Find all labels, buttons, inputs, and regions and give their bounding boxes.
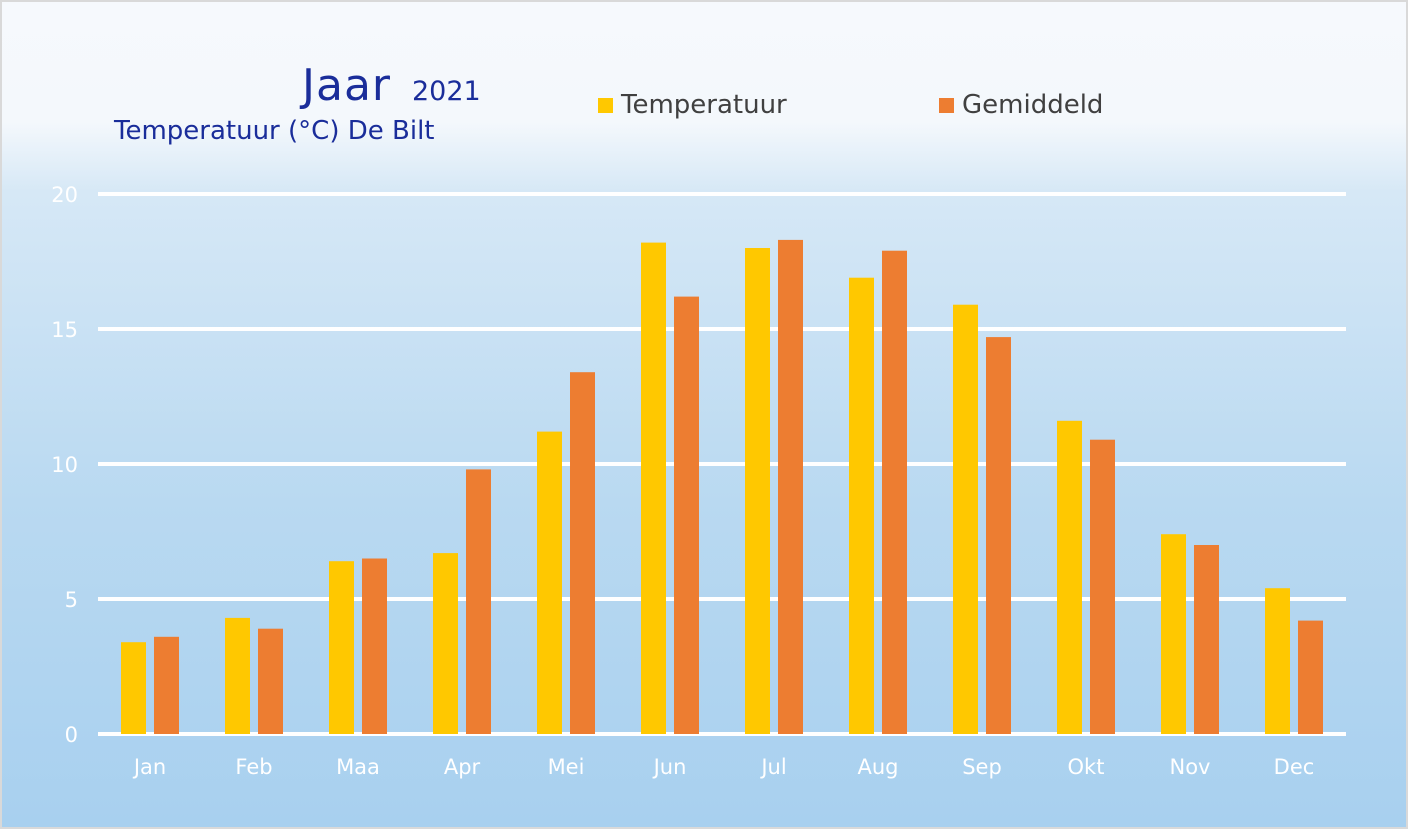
bar-gemiddeld-apr: [466, 469, 491, 734]
legend-item-gemiddeld: Gemiddeld: [939, 90, 1103, 120]
bar-temperatuur-maa: [329, 561, 354, 734]
bar-gemiddeld-jan: [154, 636, 179, 734]
bar-gemiddeld-maa: [362, 558, 387, 734]
y-tick-label: 15: [51, 318, 78, 342]
bar-temperatuur-mei: [537, 431, 562, 734]
chart-year: 2021: [412, 76, 481, 107]
legend-swatch-temperatuur: [598, 97, 613, 113]
x-tick-label: Sep: [962, 755, 1002, 779]
legend-label-gemiddeld: Gemiddeld: [962, 90, 1104, 120]
bar-temperatuur-sep: [953, 304, 978, 734]
bar-gemiddeld-aug: [882, 250, 907, 734]
chart-subtitle: Temperatuur (°C) De Bilt: [114, 116, 435, 146]
x-tick-label: Mei: [548, 755, 585, 779]
bar-gemiddeld-jul: [778, 239, 803, 734]
bar-temperatuur-dec: [1265, 588, 1290, 734]
x-tick-label: Nov: [1170, 755, 1211, 779]
x-tick-label: Feb: [235, 755, 272, 779]
x-tick-label: Apr: [444, 755, 481, 779]
bar-gemiddeld-okt: [1090, 439, 1115, 734]
bar-temperatuur-feb: [225, 617, 250, 734]
bar-temperatuur-aug: [849, 277, 874, 734]
bar-temperatuur-jan: [121, 642, 146, 734]
bar-temperatuur-jul: [745, 248, 770, 734]
legend-label-temperatuur: Temperatuur: [621, 90, 787, 120]
y-tick-label: 0: [65, 723, 78, 747]
x-tick-label: Okt: [1068, 755, 1105, 779]
y-tick-label: 20: [51, 183, 78, 207]
bar-gemiddeld-feb: [258, 628, 283, 734]
x-tick-label: Aug: [857, 755, 898, 779]
bar-gemiddeld-mei: [570, 372, 595, 734]
legend-item-temperatuur: Temperatuur: [598, 90, 787, 120]
bar-gemiddeld-sep: [986, 337, 1011, 734]
bar-temperatuur-nov: [1161, 534, 1186, 734]
bar-temperatuur-jun: [641, 242, 666, 734]
bar-gemiddeld-nov: [1194, 545, 1219, 734]
y-tick-label: 5: [65, 588, 78, 612]
x-tick-label: Maa: [336, 755, 380, 779]
x-tick-label: Jan: [132, 755, 166, 779]
bar-temperatuur-okt: [1057, 420, 1082, 734]
x-tick-label: Jul: [759, 755, 786, 779]
x-tick-label: Dec: [1274, 755, 1315, 779]
legend-swatch-gemiddeld: [939, 97, 954, 113]
y-tick-label: 10: [51, 453, 78, 477]
chart-title: Jaar: [302, 60, 391, 111]
bar-gemiddeld-jun: [674, 296, 699, 734]
bar-temperatuur-apr: [433, 553, 458, 734]
x-tick-label: Jun: [652, 755, 687, 779]
bar-gemiddeld-dec: [1298, 620, 1323, 734]
